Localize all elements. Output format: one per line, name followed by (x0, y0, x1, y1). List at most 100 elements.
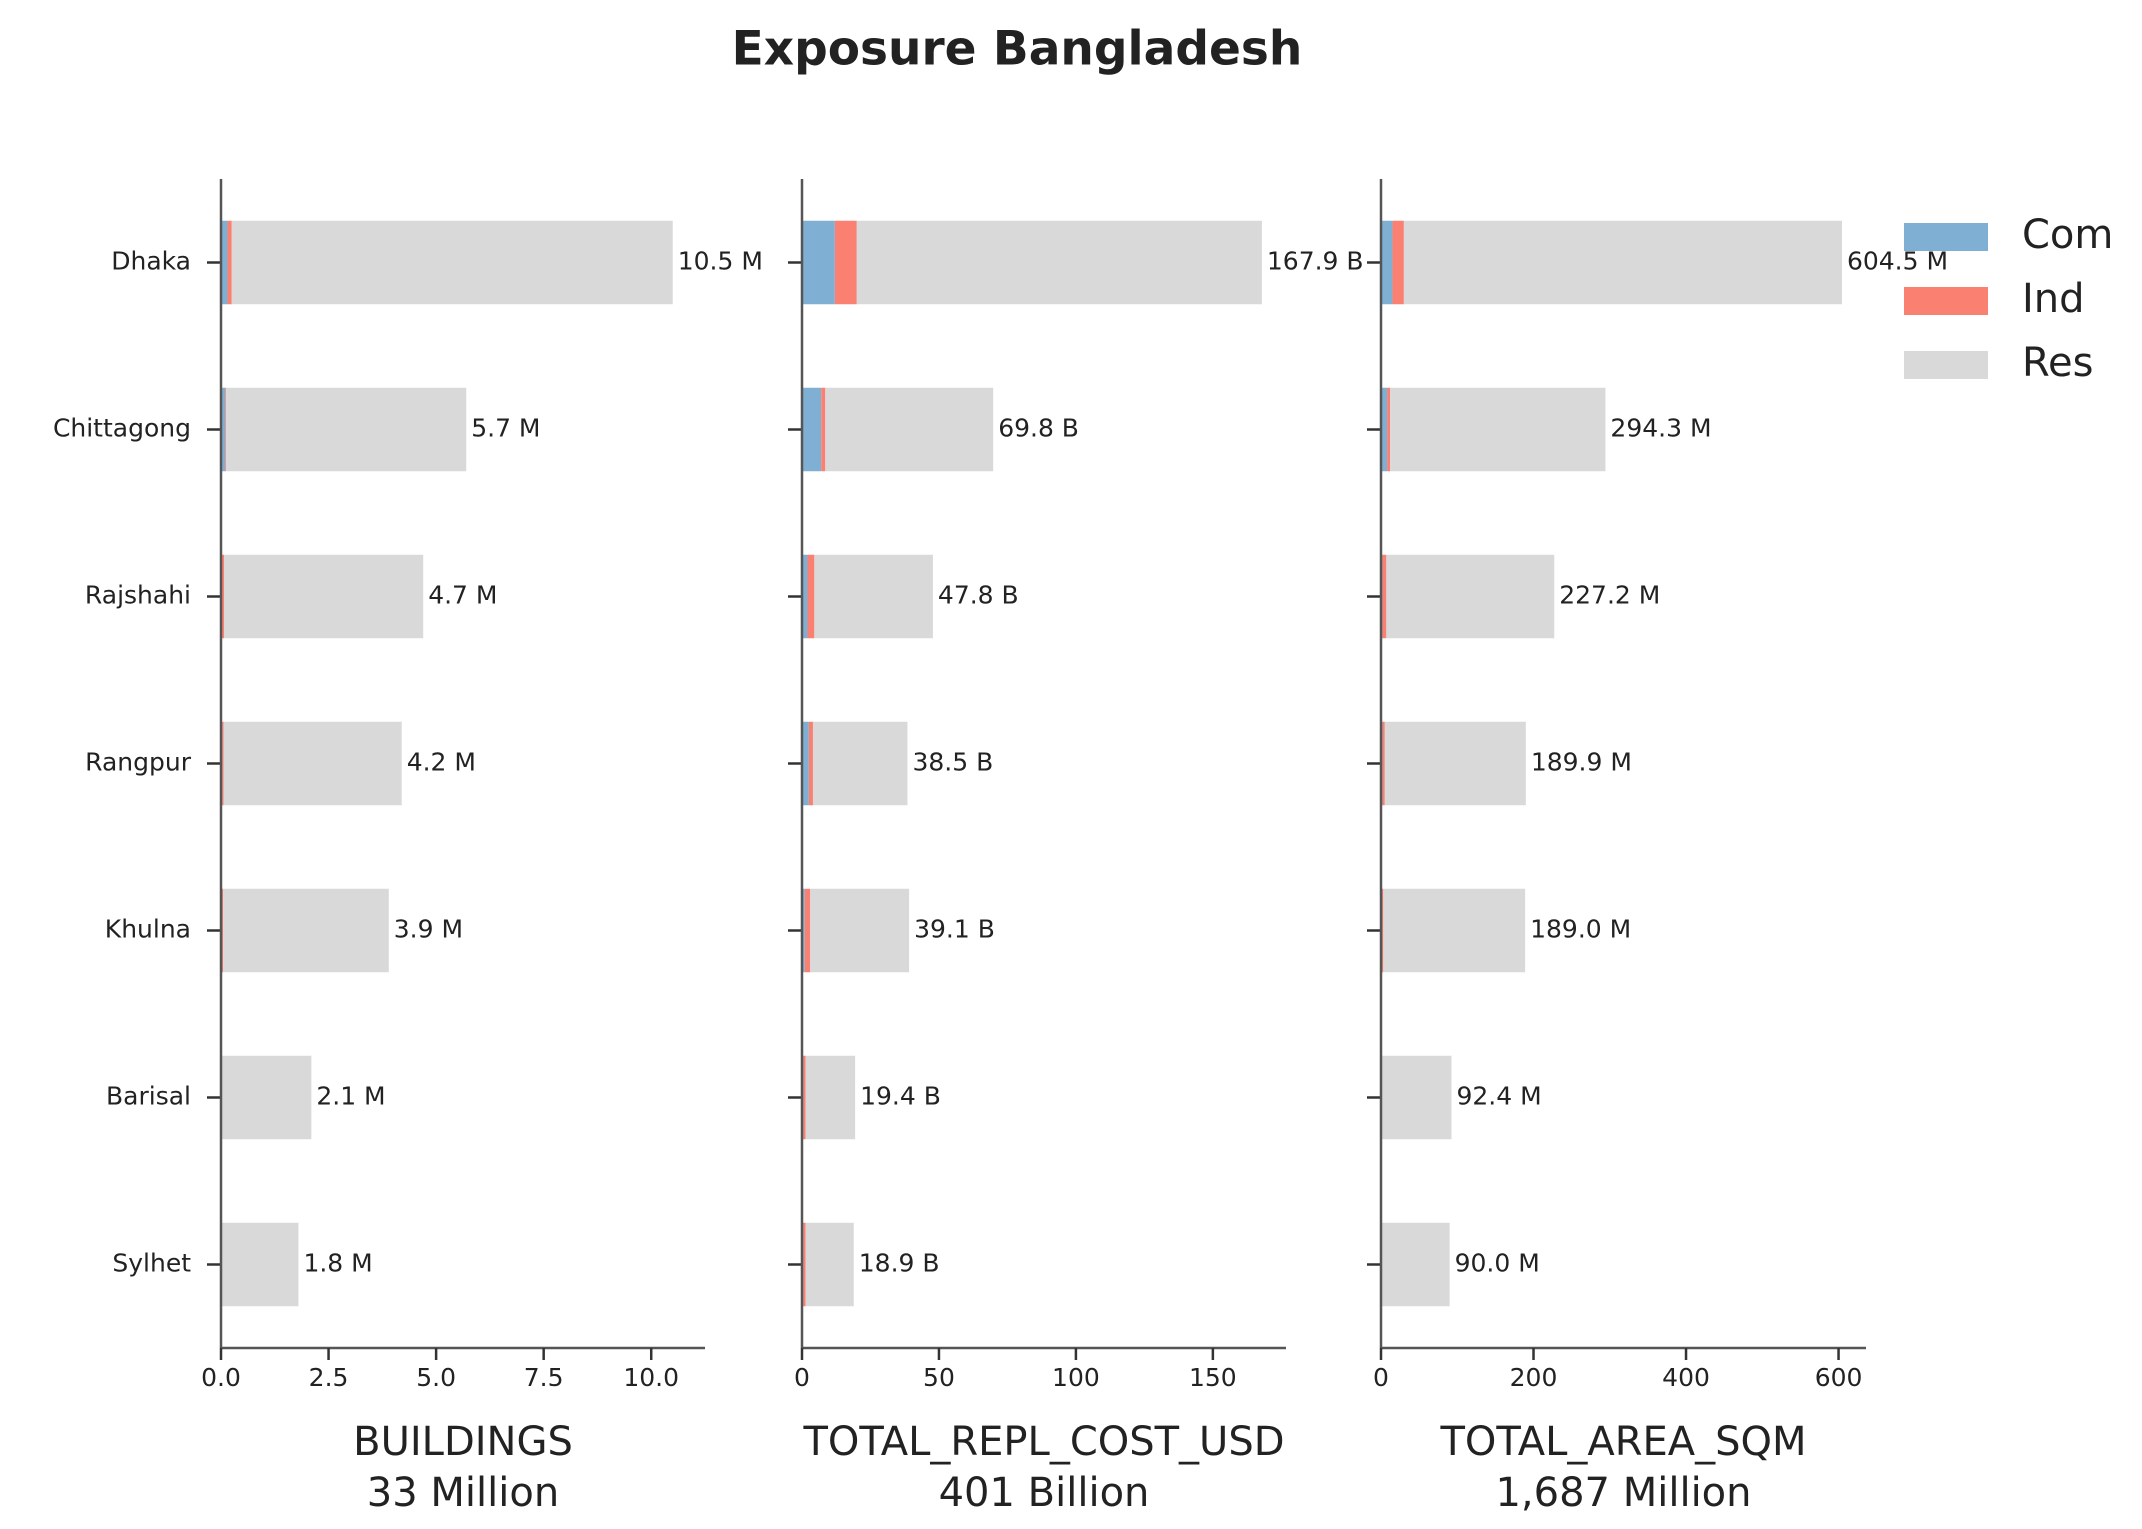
bar-segment: Res (825, 387, 994, 472)
total-label: 18.9 B (859, 1249, 940, 1278)
bar-segment: Com (802, 721, 809, 806)
bar-segment: Ind (1392, 220, 1404, 305)
bar-segment: Ind (1387, 387, 1391, 472)
legend-swatch (1904, 287, 1988, 315)
bar-segment: Ind (225, 387, 227, 472)
bar-segment: Res (856, 220, 1262, 305)
bar-segment: Ind (803, 1222, 806, 1307)
bar-segment: Res (221, 1055, 312, 1140)
bar-segment: Res (221, 1222, 299, 1307)
x-tick-label: 600 (1815, 1363, 1863, 1392)
y-tick-label: Khulna (105, 915, 191, 944)
bar-segment: Ind (804, 888, 811, 973)
bar-segment: Com (802, 554, 808, 639)
total-label: 10.5 M (678, 247, 763, 276)
bar-segment: Ind (222, 721, 224, 806)
total-label: 604.5 M (1847, 247, 1948, 276)
bar-segment: Ind (834, 220, 857, 305)
y-tick-label: Barisal (106, 1082, 191, 1111)
bar-segment: Res (1384, 721, 1526, 806)
bar-segment: Ind (1382, 554, 1387, 639)
bar-segment: Res (810, 888, 910, 973)
bar-segment: Com (221, 387, 226, 472)
x-axis-total: 1,687 Million (1495, 1470, 1751, 1516)
x-tick-label: 7.5 (524, 1363, 564, 1392)
bar-segment: Res (1386, 554, 1555, 639)
y-tick-label: Rajshahi (85, 581, 191, 610)
bar-segment: Res (805, 1055, 856, 1140)
bar-segment: Ind (803, 1055, 806, 1140)
x-axis-label: TOTAL_REPL_COST_USD (802, 1419, 1284, 1465)
bar-segment: Com (802, 220, 835, 305)
bar-segment: Ind (1382, 721, 1385, 806)
bar-segment: Com (1381, 387, 1388, 472)
x-tick-label: 400 (1662, 1363, 1710, 1392)
legend-label: Ind (2022, 276, 2085, 322)
bar-segment: Com (802, 888, 805, 973)
bar-segment: Res (1381, 1222, 1450, 1307)
x-tick-label: 150 (1189, 1363, 1237, 1392)
bar-segment: Ind (227, 220, 232, 305)
bar-segment: Com (221, 220, 228, 305)
x-tick-label: 2.5 (309, 1363, 349, 1392)
bar-segment: Com (1381, 220, 1393, 305)
x-axis-total: 401 Billion (939, 1470, 1150, 1516)
total-label: 167.9 B (1267, 247, 1364, 276)
x-tick-label: 100 (1052, 1363, 1100, 1392)
total-label: 4.7 M (428, 581, 497, 610)
bar-segment: Res (223, 721, 402, 806)
total-label: 3.9 M (394, 915, 463, 944)
x-tick-label: 0 (794, 1363, 810, 1392)
bar-segment: Ind (808, 721, 813, 806)
bar-segment: Res (224, 554, 424, 639)
legend-label: Com (2022, 212, 2113, 258)
bar-segment: Res (1390, 387, 1606, 472)
bar-segment: Res (814, 554, 933, 639)
bar-segment: Ind (221, 888, 224, 973)
x-tick-label: 0.0 (201, 1363, 241, 1392)
total-label: 47.8 B (938, 581, 1019, 610)
bar-segment: Res (805, 1222, 854, 1307)
total-label: 2.1 M (316, 1082, 385, 1111)
bar-segment: Res (1403, 220, 1842, 305)
legend-swatch (1904, 351, 1988, 379)
total-label: 19.4 B (860, 1082, 941, 1111)
total-label: 189.9 M (1531, 748, 1632, 777)
bar-segment: Res (1383, 888, 1526, 973)
total-label: 69.8 B (998, 414, 1079, 443)
bar-segment: Ind (807, 554, 815, 639)
bar-segment: Res (812, 721, 908, 806)
y-tick-label: Dhaka (111, 247, 191, 276)
legend-swatch (1904, 223, 1988, 251)
total-label: 4.2 M (407, 748, 476, 777)
y-tick-label: Sylhet (112, 1249, 191, 1278)
bar-segment: Res (226, 387, 467, 472)
x-tick-label: 10.0 (623, 1363, 679, 1392)
total-label: 1.8 M (303, 1249, 372, 1278)
legend-label: Res (2022, 340, 2093, 386)
bar-segment: Res (231, 220, 673, 305)
x-tick-label: 0 (1373, 1363, 1389, 1392)
x-tick-label: 5.0 (416, 1363, 456, 1392)
total-label: 5.7 M (471, 414, 540, 443)
bar-segment: Res (1381, 1055, 1452, 1140)
bar-segment: Ind (821, 387, 826, 472)
x-axis-total: 33 Million (367, 1470, 559, 1516)
total-label: 92.4 M (1456, 1082, 1541, 1111)
total-label: 189.0 M (1530, 915, 1631, 944)
y-tick-label: Chittagong (53, 414, 191, 443)
y-tick-label: Rangpur (85, 748, 192, 777)
figure-title: Exposure Bangladesh (732, 22, 1303, 77)
x-axis-label: TOTAL_AREA_SQM (1439, 1419, 1806, 1465)
x-tick-label: 200 (1510, 1363, 1558, 1392)
x-tick-label: 50 (923, 1363, 955, 1392)
x-axis-label: BUILDINGS (353, 1419, 573, 1465)
total-label: 294.3 M (1610, 414, 1711, 443)
total-label: 90.0 M (1455, 1249, 1540, 1278)
total-label: 227.2 M (1559, 581, 1660, 610)
total-label: 38.5 B (912, 748, 993, 777)
bar-segment: Res (223, 888, 389, 973)
bar-segment: Com (802, 387, 822, 472)
bar-segment: Ind (1381, 888, 1384, 973)
